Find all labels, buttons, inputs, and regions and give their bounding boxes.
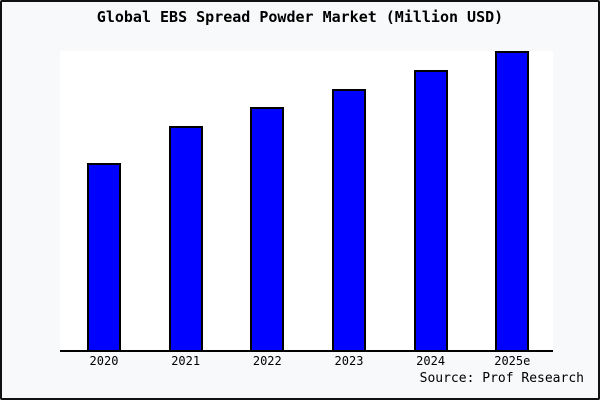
chart-title: Global EBS Spread Powder Market (Million… bbox=[96, 8, 504, 26]
source-note: Source: Prof Research bbox=[419, 371, 584, 386]
bar-2022 bbox=[250, 107, 285, 350]
plot-area bbox=[60, 51, 553, 352]
x-axis-label-2020: 2020 bbox=[89, 354, 119, 368]
x-axis-label-2022: 2022 bbox=[252, 354, 282, 368]
x-axis-label-2025e: 2025e bbox=[494, 354, 531, 368]
x-axis-label-2024: 2024 bbox=[416, 354, 446, 368]
bar-2025e bbox=[495, 51, 530, 350]
bar-2020 bbox=[87, 163, 121, 350]
bar-2021 bbox=[168, 126, 203, 350]
x-axis-label-2021: 2021 bbox=[171, 354, 201, 368]
bar-2024 bbox=[413, 70, 448, 350]
bar-2023 bbox=[331, 89, 366, 350]
x-axis-label-2023: 2023 bbox=[334, 354, 364, 368]
